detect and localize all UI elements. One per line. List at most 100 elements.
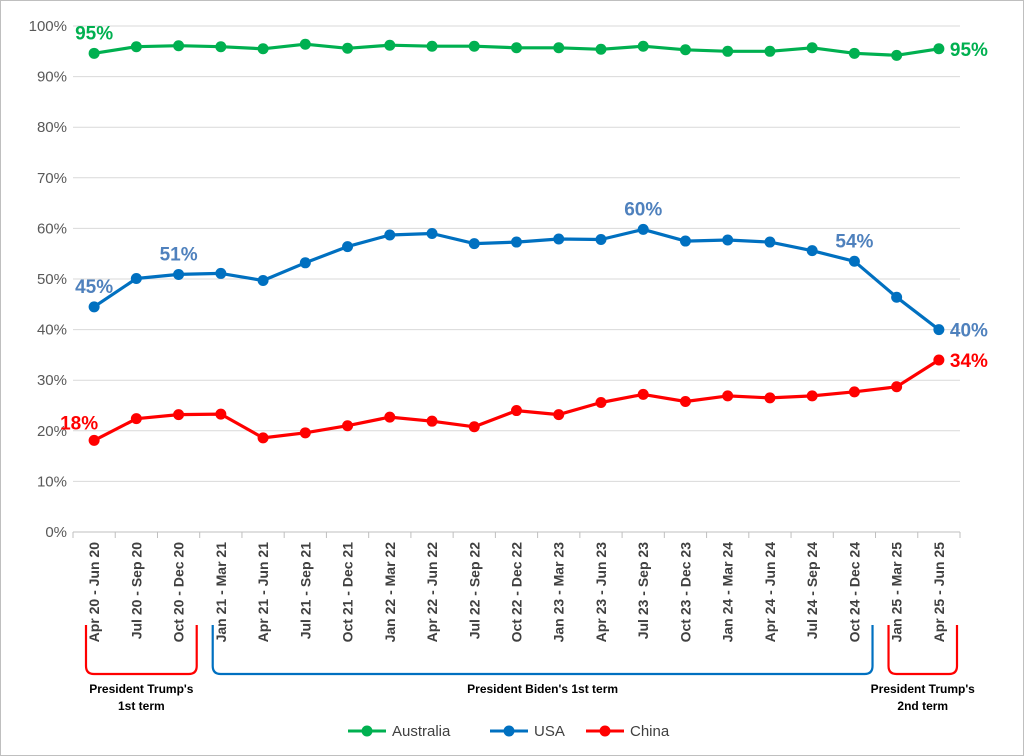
trump-second-term-bracket [887,625,959,676]
usa-point [173,268,185,280]
usa-point [130,272,142,284]
china-point [426,415,438,427]
x-tick-label: Oct 20 - Dec 20 [171,542,187,643]
china-data-label: 34% [950,351,988,372]
australia-point [130,41,142,53]
usa-point [257,275,269,287]
usa-point [215,267,227,279]
australia-point [468,40,480,52]
legend-swatch-marker [361,725,373,737]
series-china [88,354,945,446]
usa-data-label: 45% [75,277,113,298]
y-tick-label: 30% [37,372,67,389]
y-tick-label: 70% [37,170,67,187]
australia-point [299,38,311,50]
china-point [130,413,142,425]
china-point [299,427,311,439]
australia-point [637,40,649,52]
china-point [637,388,649,400]
y-tick-label: 0% [45,524,67,541]
legend: Australia USA China [348,723,670,740]
australia-point [88,47,100,59]
trump-second-term-label: President Trump's [871,682,976,696]
x-tick-label: Jan 21 - Mar 21 [213,542,229,643]
australia-point [215,41,227,53]
china-point [215,408,227,420]
y-tick-label: 80% [37,119,67,136]
usa-point [722,234,734,246]
x-tick-label: Oct 22 - Dec 22 [509,542,525,643]
usa-point [891,291,903,303]
china-point [891,381,903,393]
series-usa [88,223,945,336]
china-point [173,409,185,421]
trump-second-term-label-line2: 2nd term [897,699,948,713]
australia-point [553,42,565,54]
australia-point [679,44,691,56]
biden-first-term: President Biden's 1st term [211,625,874,696]
usa-point [595,234,607,246]
china-point [679,395,691,407]
x-tick-label: Apr 23 - Jun 23 [593,542,609,643]
usa-data-label: 51% [160,244,198,265]
trump-first-term: President Trump's 1st term [84,625,198,713]
usa-point [88,301,100,313]
china-point [764,392,776,404]
legend-label: Australia [392,723,451,740]
x-axis: Apr 20 - Jun 20 Jul 20 - Sep 20 Oct 20 - D… [72,531,961,643]
australia-point [511,42,522,54]
data-labels: 95% 95% 45% 51% 60% 54% 40% 18% 34% [60,23,988,434]
x-tick-label: Jan 23 - Mar 23 [551,542,567,643]
trump-first-term-bracket [84,625,198,676]
x-tick-label: Oct 21 - Dec 21 [340,542,356,643]
australia-point [342,42,354,54]
x-tick-label: Apr 20 - Jun 20 [86,542,102,643]
x-tick-label: Jul 20 - Sep 20 [128,542,144,639]
australia-point [806,42,818,54]
china-point [722,390,734,402]
china-point [88,434,100,446]
usa-point [637,223,649,235]
y-tick-label: 10% [37,473,67,490]
china-point [384,411,396,423]
x-tick-label: Jan 22 - Mar 22 [382,542,398,643]
x-tick-label: Apr 25 - Jun 25 [931,542,947,643]
usa-point [679,235,691,247]
china-point [511,405,522,417]
term-annotations: President Trump's 1st term President Biden… [84,625,976,713]
australia-point [848,47,860,59]
china-point [257,432,269,444]
usa-point [806,245,818,257]
series-lines [88,38,945,446]
australia-point [173,40,185,52]
y-axis: 0% 10% 20% 30% 40% 50% 60% 70% 80% 90% 100% [29,18,67,541]
china-point [553,409,565,421]
china-point [848,386,860,398]
y-tick-label: 20% [37,423,67,440]
china-point [468,421,480,433]
china-point [806,390,818,402]
y-tick-label: 100% [29,18,67,35]
usa-point [553,233,565,245]
x-tick-label: Jul 24 - Sep 24 [804,542,820,639]
x-tick-label: Jul 22 - Sep 22 [466,542,482,639]
australia-point [595,43,607,55]
y-tick-label: 50% [37,271,67,288]
trump-first-term-label: President Trump's [89,682,194,696]
china-point [595,396,607,408]
china-data-label: 18% [60,413,98,434]
legend-item-australia: Australia [348,723,451,740]
legend-label: China [630,723,670,740]
usa-data-label: 54% [835,231,873,252]
australia-point [891,49,903,61]
x-tick-label: Jan 25 - Mar 25 [889,542,905,643]
usa-point [342,241,354,253]
usa-data-label: 60% [624,199,662,220]
x-tick-label: Apr 21 - Jun 21 [255,542,271,643]
australia-point [426,40,438,52]
australia-data-label: 95% [75,23,113,44]
australia-point [257,43,269,55]
usa-point [933,324,945,336]
series-australia [88,38,945,61]
australia-point [764,45,776,57]
